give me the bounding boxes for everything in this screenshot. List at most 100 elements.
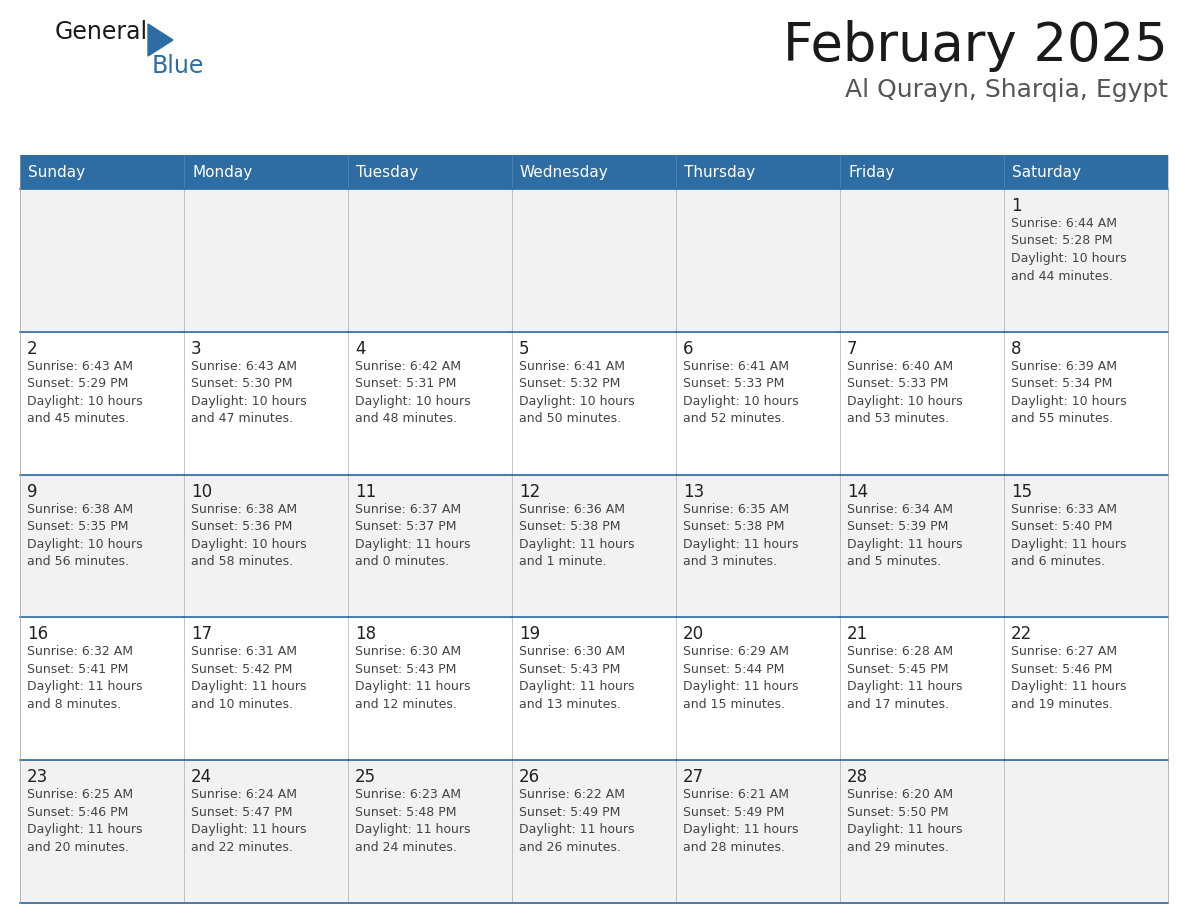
Text: Sunrise: 6:38 AM
Sunset: 5:36 PM
Daylight: 10 hours
and 58 minutes.: Sunrise: 6:38 AM Sunset: 5:36 PM Dayligh… bbox=[191, 502, 307, 568]
Text: Sunrise: 6:31 AM
Sunset: 5:42 PM
Daylight: 11 hours
and 10 minutes.: Sunrise: 6:31 AM Sunset: 5:42 PM Dayligh… bbox=[191, 645, 307, 711]
Bar bbox=[348, 760, 512, 903]
Text: 6: 6 bbox=[683, 340, 694, 358]
Text: General: General bbox=[55, 20, 148, 44]
Bar bbox=[348, 155, 512, 189]
Text: 19: 19 bbox=[519, 625, 541, 644]
Text: 12: 12 bbox=[519, 483, 541, 500]
Text: Sunrise: 6:35 AM
Sunset: 5:38 PM
Daylight: 11 hours
and 3 minutes.: Sunrise: 6:35 AM Sunset: 5:38 PM Dayligh… bbox=[683, 502, 798, 568]
Text: Tuesday: Tuesday bbox=[356, 164, 418, 180]
Text: Sunrise: 6:41 AM
Sunset: 5:33 PM
Daylight: 10 hours
and 52 minutes.: Sunrise: 6:41 AM Sunset: 5:33 PM Dayligh… bbox=[683, 360, 798, 425]
Text: 11: 11 bbox=[355, 483, 377, 500]
Text: 26: 26 bbox=[519, 768, 541, 786]
Text: Thursday: Thursday bbox=[684, 164, 756, 180]
Text: Friday: Friday bbox=[848, 164, 895, 180]
Bar bbox=[840, 760, 1004, 903]
Bar bbox=[348, 189, 512, 331]
Text: Blue: Blue bbox=[152, 54, 204, 78]
Bar bbox=[184, 155, 348, 189]
Text: 23: 23 bbox=[27, 768, 49, 786]
Text: 3: 3 bbox=[191, 340, 202, 358]
Bar bbox=[840, 189, 1004, 331]
Text: Sunrise: 6:38 AM
Sunset: 5:35 PM
Daylight: 10 hours
and 56 minutes.: Sunrise: 6:38 AM Sunset: 5:35 PM Dayligh… bbox=[27, 502, 143, 568]
Bar bbox=[184, 760, 348, 903]
Bar bbox=[20, 760, 184, 903]
Text: 8: 8 bbox=[1011, 340, 1022, 358]
Text: Sunrise: 6:36 AM
Sunset: 5:38 PM
Daylight: 11 hours
and 1 minute.: Sunrise: 6:36 AM Sunset: 5:38 PM Dayligh… bbox=[519, 502, 634, 568]
Text: Monday: Monday bbox=[192, 164, 252, 180]
Bar bbox=[184, 331, 348, 475]
Bar bbox=[20, 189, 184, 331]
Text: 20: 20 bbox=[683, 625, 704, 644]
Bar bbox=[840, 155, 1004, 189]
Text: 9: 9 bbox=[27, 483, 38, 500]
Text: 5: 5 bbox=[519, 340, 530, 358]
Bar bbox=[840, 475, 1004, 618]
Bar bbox=[676, 475, 840, 618]
Text: Sunrise: 6:42 AM
Sunset: 5:31 PM
Daylight: 10 hours
and 48 minutes.: Sunrise: 6:42 AM Sunset: 5:31 PM Dayligh… bbox=[355, 360, 470, 425]
Bar bbox=[1004, 189, 1168, 331]
Bar bbox=[512, 331, 676, 475]
Bar bbox=[512, 618, 676, 760]
Bar bbox=[840, 618, 1004, 760]
Bar bbox=[184, 618, 348, 760]
Text: Sunrise: 6:34 AM
Sunset: 5:39 PM
Daylight: 11 hours
and 5 minutes.: Sunrise: 6:34 AM Sunset: 5:39 PM Dayligh… bbox=[847, 502, 962, 568]
Text: Sunrise: 6:43 AM
Sunset: 5:30 PM
Daylight: 10 hours
and 47 minutes.: Sunrise: 6:43 AM Sunset: 5:30 PM Dayligh… bbox=[191, 360, 307, 425]
Text: 22: 22 bbox=[1011, 625, 1032, 644]
Bar bbox=[1004, 331, 1168, 475]
Text: Sunrise: 6:33 AM
Sunset: 5:40 PM
Daylight: 11 hours
and 6 minutes.: Sunrise: 6:33 AM Sunset: 5:40 PM Dayligh… bbox=[1011, 502, 1126, 568]
Bar bbox=[676, 155, 840, 189]
Bar bbox=[184, 189, 348, 331]
Bar bbox=[676, 189, 840, 331]
Text: 18: 18 bbox=[355, 625, 377, 644]
Bar bbox=[512, 760, 676, 903]
Text: Sunrise: 6:22 AM
Sunset: 5:49 PM
Daylight: 11 hours
and 26 minutes.: Sunrise: 6:22 AM Sunset: 5:49 PM Dayligh… bbox=[519, 789, 634, 854]
Bar bbox=[1004, 760, 1168, 903]
Text: 7: 7 bbox=[847, 340, 858, 358]
Bar bbox=[20, 618, 184, 760]
Text: Sunday: Sunday bbox=[29, 164, 86, 180]
Bar bbox=[676, 331, 840, 475]
Text: Sunrise: 6:43 AM
Sunset: 5:29 PM
Daylight: 10 hours
and 45 minutes.: Sunrise: 6:43 AM Sunset: 5:29 PM Dayligh… bbox=[27, 360, 143, 425]
Text: Saturday: Saturday bbox=[1012, 164, 1081, 180]
Text: Sunrise: 6:29 AM
Sunset: 5:44 PM
Daylight: 11 hours
and 15 minutes.: Sunrise: 6:29 AM Sunset: 5:44 PM Dayligh… bbox=[683, 645, 798, 711]
Bar bbox=[184, 475, 348, 618]
Text: Al Qurayn, Sharqia, Egypt: Al Qurayn, Sharqia, Egypt bbox=[845, 78, 1168, 102]
Bar bbox=[512, 475, 676, 618]
Text: 1: 1 bbox=[1011, 197, 1022, 215]
Bar bbox=[20, 155, 184, 189]
Bar bbox=[676, 760, 840, 903]
Text: 10: 10 bbox=[191, 483, 213, 500]
Text: 16: 16 bbox=[27, 625, 49, 644]
Text: Sunrise: 6:32 AM
Sunset: 5:41 PM
Daylight: 11 hours
and 8 minutes.: Sunrise: 6:32 AM Sunset: 5:41 PM Dayligh… bbox=[27, 645, 143, 711]
Bar bbox=[1004, 155, 1168, 189]
Text: Sunrise: 6:23 AM
Sunset: 5:48 PM
Daylight: 11 hours
and 24 minutes.: Sunrise: 6:23 AM Sunset: 5:48 PM Dayligh… bbox=[355, 789, 470, 854]
Text: Sunrise: 6:20 AM
Sunset: 5:50 PM
Daylight: 11 hours
and 29 minutes.: Sunrise: 6:20 AM Sunset: 5:50 PM Dayligh… bbox=[847, 789, 962, 854]
Text: Sunrise: 6:39 AM
Sunset: 5:34 PM
Daylight: 10 hours
and 55 minutes.: Sunrise: 6:39 AM Sunset: 5:34 PM Dayligh… bbox=[1011, 360, 1126, 425]
Text: Sunrise: 6:25 AM
Sunset: 5:46 PM
Daylight: 11 hours
and 20 minutes.: Sunrise: 6:25 AM Sunset: 5:46 PM Dayligh… bbox=[27, 789, 143, 854]
Bar bbox=[20, 331, 184, 475]
Text: 24: 24 bbox=[191, 768, 213, 786]
Text: Sunrise: 6:30 AM
Sunset: 5:43 PM
Daylight: 11 hours
and 13 minutes.: Sunrise: 6:30 AM Sunset: 5:43 PM Dayligh… bbox=[519, 645, 634, 711]
Bar bbox=[676, 618, 840, 760]
Text: Sunrise: 6:24 AM
Sunset: 5:47 PM
Daylight: 11 hours
and 22 minutes.: Sunrise: 6:24 AM Sunset: 5:47 PM Dayligh… bbox=[191, 789, 307, 854]
Bar bbox=[840, 331, 1004, 475]
Bar bbox=[1004, 475, 1168, 618]
Text: Wednesday: Wednesday bbox=[520, 164, 608, 180]
Bar bbox=[512, 189, 676, 331]
Bar bbox=[348, 475, 512, 618]
Text: 17: 17 bbox=[191, 625, 213, 644]
Text: 4: 4 bbox=[355, 340, 366, 358]
Text: Sunrise: 6:44 AM
Sunset: 5:28 PM
Daylight: 10 hours
and 44 minutes.: Sunrise: 6:44 AM Sunset: 5:28 PM Dayligh… bbox=[1011, 217, 1126, 283]
Text: February 2025: February 2025 bbox=[783, 20, 1168, 72]
Text: Sunrise: 6:28 AM
Sunset: 5:45 PM
Daylight: 11 hours
and 17 minutes.: Sunrise: 6:28 AM Sunset: 5:45 PM Dayligh… bbox=[847, 645, 962, 711]
Bar bbox=[512, 155, 676, 189]
Text: Sunrise: 6:27 AM
Sunset: 5:46 PM
Daylight: 11 hours
and 19 minutes.: Sunrise: 6:27 AM Sunset: 5:46 PM Dayligh… bbox=[1011, 645, 1126, 711]
Text: 2: 2 bbox=[27, 340, 38, 358]
Text: 27: 27 bbox=[683, 768, 704, 786]
Bar bbox=[20, 475, 184, 618]
Text: Sunrise: 6:30 AM
Sunset: 5:43 PM
Daylight: 11 hours
and 12 minutes.: Sunrise: 6:30 AM Sunset: 5:43 PM Dayligh… bbox=[355, 645, 470, 711]
Text: 13: 13 bbox=[683, 483, 704, 500]
Text: 21: 21 bbox=[847, 625, 868, 644]
Text: 25: 25 bbox=[355, 768, 377, 786]
Text: Sunrise: 6:40 AM
Sunset: 5:33 PM
Daylight: 10 hours
and 53 minutes.: Sunrise: 6:40 AM Sunset: 5:33 PM Dayligh… bbox=[847, 360, 962, 425]
